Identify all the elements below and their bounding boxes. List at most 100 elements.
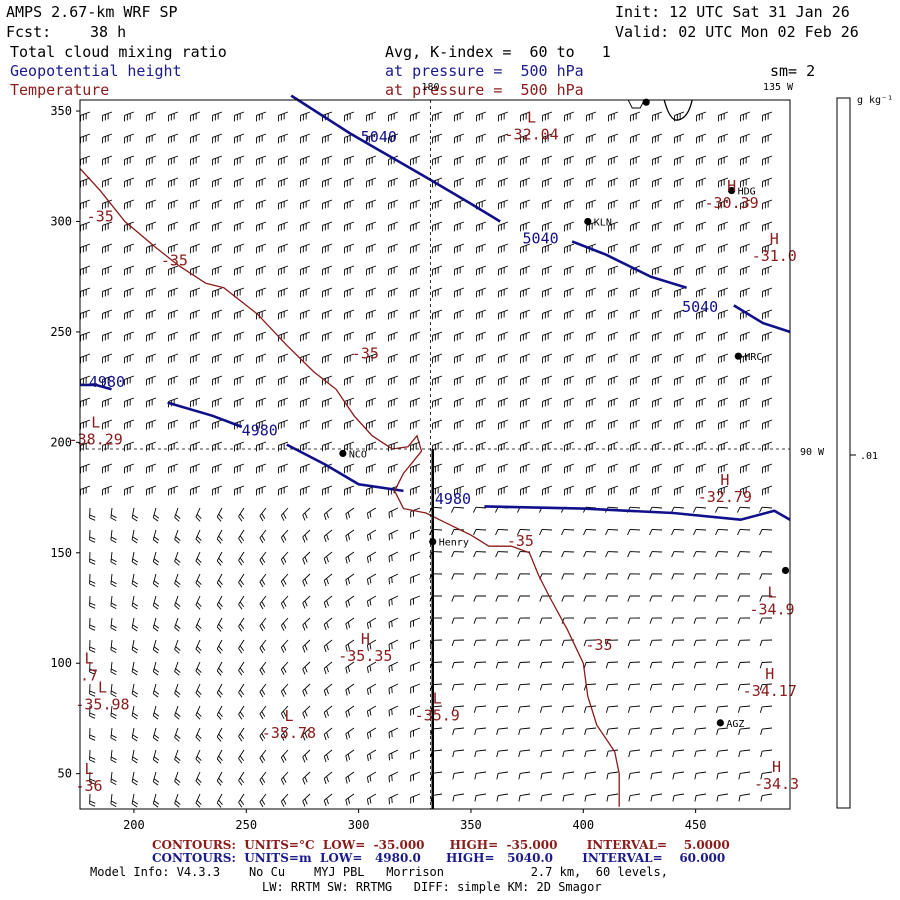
wind-barb	[238, 639, 245, 654]
wind-barb	[608, 353, 619, 364]
terrain-outline	[663, 99, 693, 121]
wind-barb	[168, 375, 179, 386]
wind-barb	[498, 199, 509, 210]
wind-barb	[671, 661, 685, 669]
wind-barb	[131, 771, 139, 786]
wind-barb	[520, 221, 531, 232]
wind-barb	[649, 595, 662, 602]
wind-barb	[495, 617, 509, 624]
wind-barb	[432, 199, 443, 210]
wind-barb	[495, 661, 509, 669]
wind-barb	[388, 221, 399, 232]
wind-barb	[323, 705, 333, 719]
wind-barb	[586, 243, 597, 254]
wind-barb	[762, 397, 773, 408]
wind-barb	[102, 375, 113, 386]
wind-barb	[212, 155, 223, 166]
wind-barb	[256, 243, 267, 254]
wind-barb	[234, 309, 245, 320]
wind-barb	[278, 111, 289, 122]
wind-barb	[520, 441, 531, 452]
wind-barb	[110, 793, 117, 808]
wind-barb	[608, 265, 619, 276]
wind-barb	[388, 551, 399, 563]
wind-barb	[388, 573, 399, 585]
wind-barb	[740, 221, 751, 232]
wind-barb	[718, 375, 729, 386]
wind-barb	[131, 639, 139, 654]
wind-barb	[737, 639, 751, 647]
wind-barb	[520, 353, 531, 364]
wind-barb	[539, 617, 553, 624]
wind-barb	[715, 705, 729, 713]
wind-barb	[451, 573, 465, 580]
wind-barb	[152, 793, 160, 808]
wind-barb	[432, 441, 443, 452]
wind-barb	[450, 506, 465, 513]
wind-barb	[344, 111, 355, 122]
wind-barb	[583, 595, 596, 602]
wind-barb	[234, 397, 245, 408]
wind-barb	[540, 771, 553, 780]
wind-barb	[366, 529, 377, 541]
wind-barb	[454, 287, 465, 298]
wind-barb	[693, 573, 707, 580]
wind-barb	[740, 133, 751, 144]
height-contour	[571, 240, 687, 289]
height-contour	[733, 304, 791, 334]
wind-barb	[388, 177, 399, 188]
wind-barb	[322, 177, 333, 188]
extremum-value: -32.79	[698, 488, 752, 506]
wind-barb	[476, 221, 487, 232]
wind-barb	[498, 265, 509, 276]
wind-barb	[234, 177, 245, 188]
wind-barb	[718, 397, 729, 408]
wind-barb	[410, 221, 421, 232]
wind-barb	[256, 199, 267, 210]
valid-time: Valid: 02 UTC Mon 02 Feb 26	[615, 23, 859, 41]
wind-barb	[498, 133, 509, 144]
wind-barb	[672, 749, 685, 758]
wind-barb	[627, 595, 640, 602]
wind-barb	[388, 133, 399, 144]
wind-barb	[410, 529, 421, 540]
wind-barb	[146, 221, 157, 232]
wind-barb	[716, 771, 729, 780]
wind-barb	[652, 221, 663, 232]
wind-barb	[740, 463, 751, 474]
wind-barb	[410, 419, 421, 430]
wind-barb	[300, 155, 311, 166]
wind-barb	[586, 375, 597, 386]
wind-barb	[696, 331, 707, 342]
temperature-contour-label: -35	[585, 636, 612, 654]
wind-barb	[564, 309, 575, 320]
wind-barb	[518, 793, 531, 802]
wind-barb	[110, 507, 117, 522]
wind-barb	[259, 661, 267, 676]
wind-barb	[608, 221, 619, 232]
wind-barb	[671, 551, 685, 558]
wind-barb	[195, 507, 202, 522]
wind-barb	[737, 617, 751, 624]
wind-barb	[608, 375, 619, 386]
wind-barb	[520, 199, 531, 210]
wind-barb	[520, 265, 531, 276]
wind-barb	[146, 155, 157, 166]
wind-barb	[238, 771, 245, 786]
wind-barb	[256, 463, 267, 474]
wind-barb	[278, 221, 289, 232]
wind-barb	[152, 573, 160, 588]
wind-barb	[302, 727, 311, 741]
wind-barb	[562, 749, 575, 758]
wind-barb	[345, 639, 355, 652]
wind-barb	[110, 661, 117, 676]
wind-barb	[564, 133, 575, 144]
wind-barb	[146, 485, 157, 496]
wind-barb	[323, 793, 333, 807]
wind-barb	[238, 749, 245, 764]
wind-barb	[432, 243, 443, 254]
wind-barb	[740, 265, 751, 276]
wind-barb	[694, 771, 707, 780]
wind-barb	[344, 485, 355, 496]
wind-barb	[520, 133, 531, 144]
